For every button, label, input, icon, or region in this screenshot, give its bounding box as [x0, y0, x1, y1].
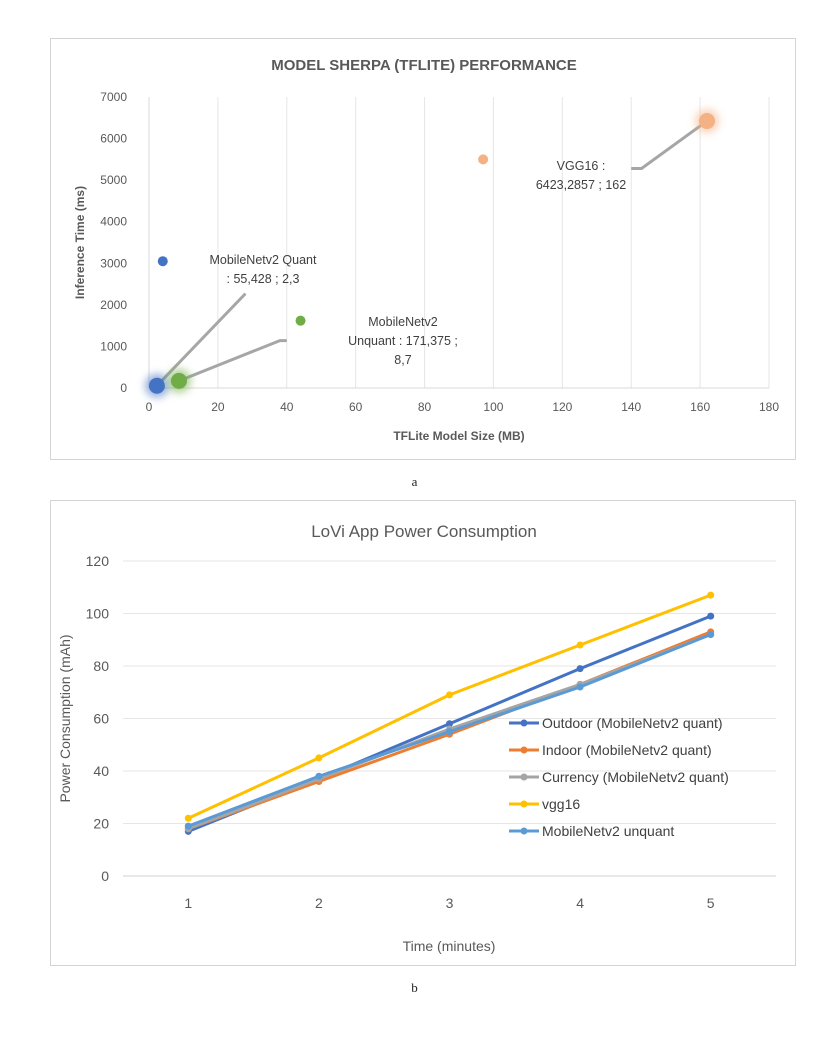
chart-a-annotation-label: : 55,428 ; 2,3 [227, 272, 300, 286]
chart-b-y-tick-label: 100 [86, 606, 110, 622]
chart-a-annotation-label: MobileNetv2 [368, 315, 438, 329]
chart-b-series-point [707, 591, 715, 599]
chart-b-legend-marker [520, 719, 528, 727]
chart-a-x-tick-label: 0 [146, 400, 153, 414]
chart-b-series-point [446, 691, 453, 699]
chart-b-series-point [576, 641, 584, 649]
chart-b-legend-label: Indoor (MobileNetv2 quant) [542, 742, 712, 758]
chart-b-series-point [184, 822, 192, 830]
chart-a-y-axis-label: Inference Time (ms) [73, 186, 87, 299]
chart-a-y-tick-label: 7000 [100, 90, 127, 104]
chart-b-series-point [184, 814, 192, 822]
chart-a-y-tick-label: 5000 [100, 173, 127, 187]
chart-a-y-tick-label: 2000 [100, 298, 127, 312]
caption-b: b [411, 980, 418, 995]
chart-b-y-tick-label: 120 [86, 553, 110, 569]
chart-b-legend-marker [520, 800, 528, 808]
chart-a-svg: MODEL SHERPA (TFLITE) PERFORMANCE 0 20 40 60… [73, 57, 779, 443]
chart-a-y-tick-label: 0 [120, 381, 127, 395]
chart-a-point [148, 377, 165, 394]
chart-a-x-axis-label: TFLite Model Size (MB) [393, 429, 524, 443]
chart-a-x-tick-label: 120 [552, 400, 572, 414]
chart-a-y-tick-label: 4000 [100, 215, 127, 229]
chart-b-legend-label: MobileNetv2 unquant [542, 823, 674, 839]
chart-b-legend-marker [520, 827, 528, 835]
chart-b-series-point [315, 754, 323, 762]
chart-a-x-tick-label: 100 [483, 400, 503, 414]
chart-b-title: LoVi App Power Consumption [311, 522, 537, 541]
chart-b-y-tick-label: 0 [101, 868, 109, 884]
caption-a: a [411, 474, 418, 489]
chart-b-legend-marker [520, 746, 528, 754]
chart-a-x-tick-label: 180 [759, 400, 779, 414]
chart-a-y-tick-label: 3000 [100, 256, 127, 270]
chart-a-x-tick-label: 140 [621, 400, 641, 414]
chart-b-y-tick-label: 80 [93, 658, 109, 674]
chart-b-y-tick-label: 20 [93, 816, 109, 832]
chart-b-series-point [707, 631, 715, 638]
chart-a-x-tick-label: 20 [211, 400, 225, 414]
chart-b-x-axis-label: Time (minutes) [403, 938, 496, 954]
chart-b-y-tick-label: 60 [93, 711, 109, 727]
chart-a-point [699, 112, 715, 129]
chart-a-leader-line [631, 119, 708, 171]
chart-a-annotation-label: Unquant : 171,375 ; [348, 334, 458, 348]
chart-b-x-tick-label: 3 [446, 895, 454, 911]
chart-b-series-point [446, 728, 453, 736]
chart-b-series-point [707, 612, 715, 620]
chart-b-x-tick-label: 5 [707, 895, 715, 911]
chart-a-title: MODEL SHERPA (TFLITE) PERFORMANCE [271, 57, 577, 74]
chart-b-panel: LoVi App Power Consumption 0 20 40 60 80 100 12… [50, 500, 796, 966]
chart-a-annotation-label: VGG16 : [557, 159, 606, 173]
chart-b-svg: LoVi App Power Consumption02040608010012… [57, 522, 776, 954]
chart-a-point [295, 315, 306, 326]
chart-a-x-tick-label: 40 [280, 400, 294, 414]
chart-b-x-tick-label: 4 [576, 895, 584, 911]
chart-b-y-axis-label: Power Consumption (mAh) [57, 634, 73, 802]
chart-a-x-tick-label: 160 [690, 400, 710, 414]
chart-a-annotation-label: 6423,2857 ; 162 [536, 178, 626, 192]
chart-b-x-tick-label: 2 [315, 895, 323, 911]
chart-a-leader-line [155, 292, 247, 387]
chart-b-legend-marker [520, 773, 528, 781]
chart-b-legend-label: Outdoor (MobileNetv2 quant) [542, 715, 723, 731]
chart-a-y-tick-label: 6000 [100, 132, 127, 146]
chart-a-x-tick-label: 80 [418, 400, 432, 414]
chart-b-series-point [576, 683, 584, 691]
chart-a-x-tick-label: 60 [349, 400, 363, 414]
chart-b-legend-label: vgg16 [542, 796, 580, 812]
chart-a-point [157, 256, 168, 267]
chart-b-series-point [315, 772, 323, 780]
chart-a-point [170, 372, 187, 389]
chart-a-panel: MODEL SHERPA (TFLITE) PERFORMANCE 0 20 40 60… [50, 38, 796, 460]
chart-b-series-point [576, 665, 584, 673]
chart-b-y-tick-label: 40 [93, 763, 109, 779]
chart-b-x-tick-label: 1 [184, 895, 192, 911]
chart-a-annotation-label: 8,7 [394, 353, 411, 367]
chart-a-annotation-label: MobileNetv2 Quant [209, 253, 317, 267]
chart-a-y-tick-label: 1000 [100, 339, 127, 353]
chart-a-leader-line [178, 339, 287, 383]
chart-b-series-point [446, 720, 453, 728]
chart-a-point [478, 154, 489, 165]
chart-b-legend-label: Currency (MobileNetv2 quant) [542, 769, 729, 785]
